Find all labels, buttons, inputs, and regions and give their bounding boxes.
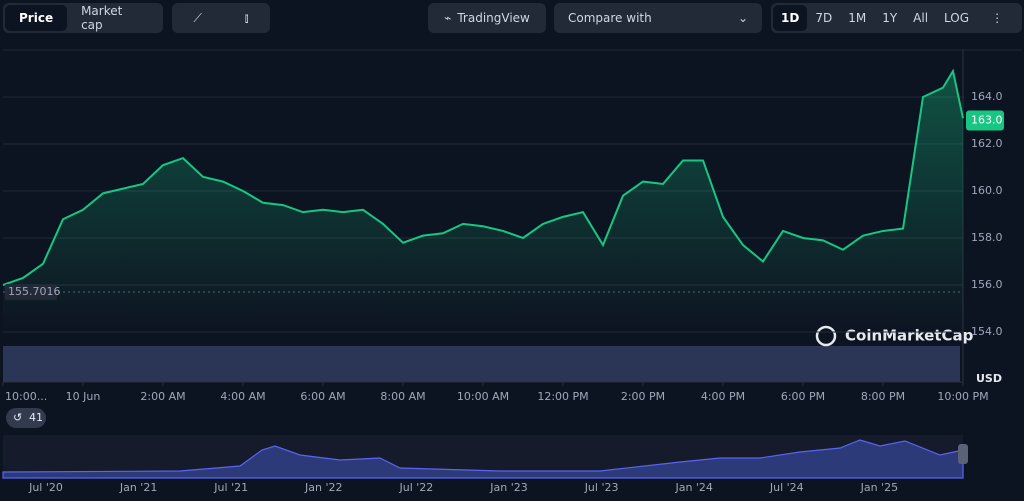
range-button[interactable]: 1D [773, 5, 808, 31]
chart-style: ⟋ ⫾ [172, 3, 270, 33]
market-cap-tab[interactable]: Market cap [81, 4, 123, 32]
range-button[interactable]: 1M [848, 11, 867, 25]
x-tick-label: 10 Jun [66, 390, 101, 403]
x-tick-label: 6:00 PM [781, 390, 825, 403]
compare-select[interactable]: Compare with ⌄ [554, 3, 762, 33]
y-tick-label: 158.0 [971, 231, 1003, 244]
x-tick-label: 2:00 PM [621, 390, 665, 403]
y-tick-label: 162.0 [971, 137, 1003, 150]
price-tab[interactable]: Price [5, 5, 68, 31]
volume-band [3, 346, 960, 382]
area [3, 71, 963, 333]
badge[interactable] [6, 408, 46, 428]
navigator-label: Jul '24 [769, 481, 804, 494]
navigator-label: Jan '25 [860, 481, 898, 494]
range-button[interactable]: LOG [944, 11, 970, 25]
tradingview-label: TradingView [457, 11, 530, 25]
price-line [2, 68, 964, 286]
x-tick-label: 10:00 AM [457, 390, 509, 403]
range-button[interactable]: 7D [815, 11, 833, 25]
x-tick-label: 10:00 PM [937, 390, 988, 403]
x-tick-label: 12:00 PM [537, 390, 588, 403]
navigator-label: Jul '20 [28, 481, 63, 494]
y-tick-label: 164.0 [971, 90, 1003, 103]
range-toggle: 1D 7D 1M 1Y All LOG ⋮ [771, 3, 1022, 33]
tradingview-button[interactable]: ⌁ TradingView [428, 3, 546, 33]
navigator-label: Jul '22 [399, 481, 434, 494]
x-tick-label: 2:00 AM [140, 390, 185, 403]
navigator-label: Jul '21 [213, 481, 248, 494]
x-tick-label: 4:00 AM [220, 390, 265, 403]
navigator-label: Jan '21 [119, 481, 157, 494]
navigator-line [2, 439, 964, 479]
compare-label: Compare with [568, 11, 652, 25]
badge-icon: ↺ [13, 411, 22, 424]
open-price-box [5, 284, 57, 301]
range-button[interactable]: All [913, 11, 929, 25]
navigator-label: Jan '23 [489, 481, 527, 494]
y-tick-label: 154.0 [971, 325, 1003, 338]
y-tick-label: 156.0 [971, 278, 1003, 291]
navigator-handle[interactable] [958, 444, 968, 464]
last-price-box [966, 110, 1004, 131]
open-price-label: 155.7016 [8, 285, 61, 298]
more-button[interactable]: ⋮ [991, 11, 1004, 25]
x-tick-label: 8:00 PM [861, 390, 905, 403]
y-tick-label: 160.0 [971, 184, 1003, 197]
view-toggle: Price Market cap [3, 3, 163, 33]
navigator-label: Jul '23 [584, 481, 619, 494]
currency: USD [976, 372, 1002, 385]
candle-icon[interactable]: ⫾ [244, 10, 249, 25]
x-tick-label: 4:00 PM [701, 390, 745, 403]
navigator-label: Jan '24 [674, 481, 712, 494]
x-tick-label: 6:00 AM [300, 390, 345, 403]
x-tick-label: 8:00 AM [380, 390, 425, 403]
navigator-label: Jan '22 [304, 481, 342, 494]
line-icon[interactable]: ⟋ [193, 10, 202, 25]
last-price-label: 163.0 [971, 114, 1003, 127]
x-tick-label: 10:00... [5, 390, 47, 403]
badge-label: 41 [29, 411, 43, 424]
range-button[interactable]: 1Y [882, 11, 898, 25]
